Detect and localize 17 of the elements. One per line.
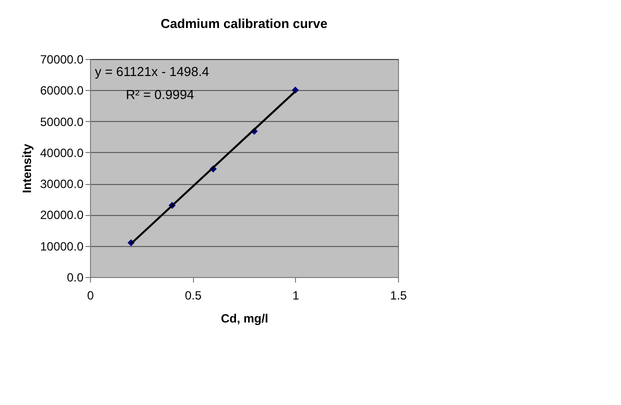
x-tick-label: 1 (292, 288, 300, 302)
y-axis-title: Intensity (20, 144, 34, 194)
x-tick-label: 0.5 (184, 288, 202, 302)
y-tick-label: 30000.0 (40, 177, 84, 192)
annotation: y = 61121x - 1498.4 (94, 64, 210, 79)
chart-title: Cadmium calibration curve (160, 16, 328, 31)
y-tick-label: 40000.0 (40, 146, 84, 160)
annotation: R² = 0.9994 (126, 87, 194, 102)
y-tick-label: 0.0 (66, 270, 84, 284)
y-tick-label: 20000.0 (40, 208, 84, 222)
x-axis-title: Cd, mg/l (220, 312, 268, 326)
y-tick-label: 10000.0 (40, 239, 84, 254)
y-tick-label: 50000.0 (40, 114, 84, 129)
x-tick-label: 1.5 (390, 288, 408, 302)
y-tick-label: 60000.0 (40, 84, 84, 98)
y-tick-label: 70000.0 (40, 52, 84, 66)
x-tick-label: 0 (87, 288, 94, 302)
